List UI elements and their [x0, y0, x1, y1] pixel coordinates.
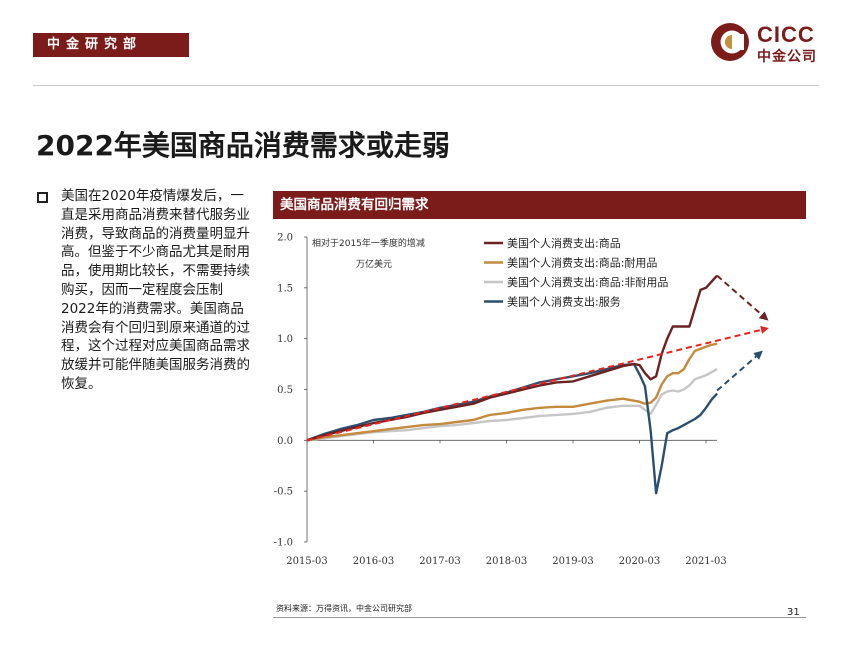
department-label: 中金研究部 — [33, 33, 189, 57]
y-tick-label: 1.0 — [277, 334, 293, 345]
logo-text-en: CICC — [757, 22, 815, 47]
body-paragraph: 美国在2020年疫情爆发后，一直是采用商品消费来替代服务业消费，导致商品的消费量… — [61, 188, 250, 392]
trend-arrow — [306, 326, 769, 442]
footer-divider — [273, 617, 806, 618]
cicc-emblem-icon — [711, 23, 749, 61]
cicc-logo: CICC 中金公司 — [708, 20, 826, 66]
series-line-1 — [306, 342, 718, 442]
y-tick-label: -1.0 — [274, 538, 293, 549]
x-tick-label: 2016-03 — [353, 556, 395, 567]
line-chart: 2.0 1.5 1.0 0.5 0.0 -0.5 -1.0 2015-03 2016-03 201… — [274, 233, 769, 567]
chart-header: 美国商品消费有回归需求 — [273, 191, 806, 219]
y-tick-label: 2.0 — [277, 233, 293, 244]
legend-label-3: 美国个人消费支出:服务 — [507, 295, 621, 309]
x-tick-label: 2021-03 — [685, 556, 727, 567]
chart-annotation-line1: 相对于2015年一季度的增减 — [312, 237, 425, 249]
legend-label-1: 美国个人消费支出:商品:耐用品 — [507, 256, 657, 270]
bullet-square-icon — [37, 192, 48, 203]
y-tick-label: -0.5 — [274, 487, 293, 498]
page-title: 2022年美国商品消费需求或走弱 — [36, 129, 450, 162]
header-divider — [33, 85, 819, 86]
x-tick-label: 2019-03 — [552, 556, 594, 567]
series-line-0 — [306, 274, 718, 442]
y-tick-label: 1.5 — [277, 283, 293, 294]
x-tick-label: 2015-03 — [286, 556, 328, 567]
series-line-2 — [306, 368, 718, 442]
projection-arrow-1 — [716, 350, 763, 392]
y-tick-label: 0.5 — [277, 385, 293, 396]
projection-arrow-0 — [716, 274, 769, 321]
x-tick-label: 2020-03 — [619, 556, 661, 567]
y-tick-label: 0.0 — [277, 436, 293, 447]
page-number: 31 — [787, 607, 800, 618]
chart-annotation-line2: 万亿美元 — [356, 258, 392, 270]
series-line-3 — [306, 362, 718, 495]
legend-label-2: 美国个人消费支出:商品:非耐用品 — [507, 275, 668, 289]
logo-text-cn: 中金公司 — [757, 49, 817, 65]
x-tick-label: 2018-03 — [486, 556, 528, 567]
source-note: 资料来源：万得资讯，中金公司研究部 — [276, 604, 412, 613]
x-tick-label: 2017-03 — [419, 556, 461, 567]
legend-label-0: 美国个人消费支出:商品 — [507, 236, 621, 250]
